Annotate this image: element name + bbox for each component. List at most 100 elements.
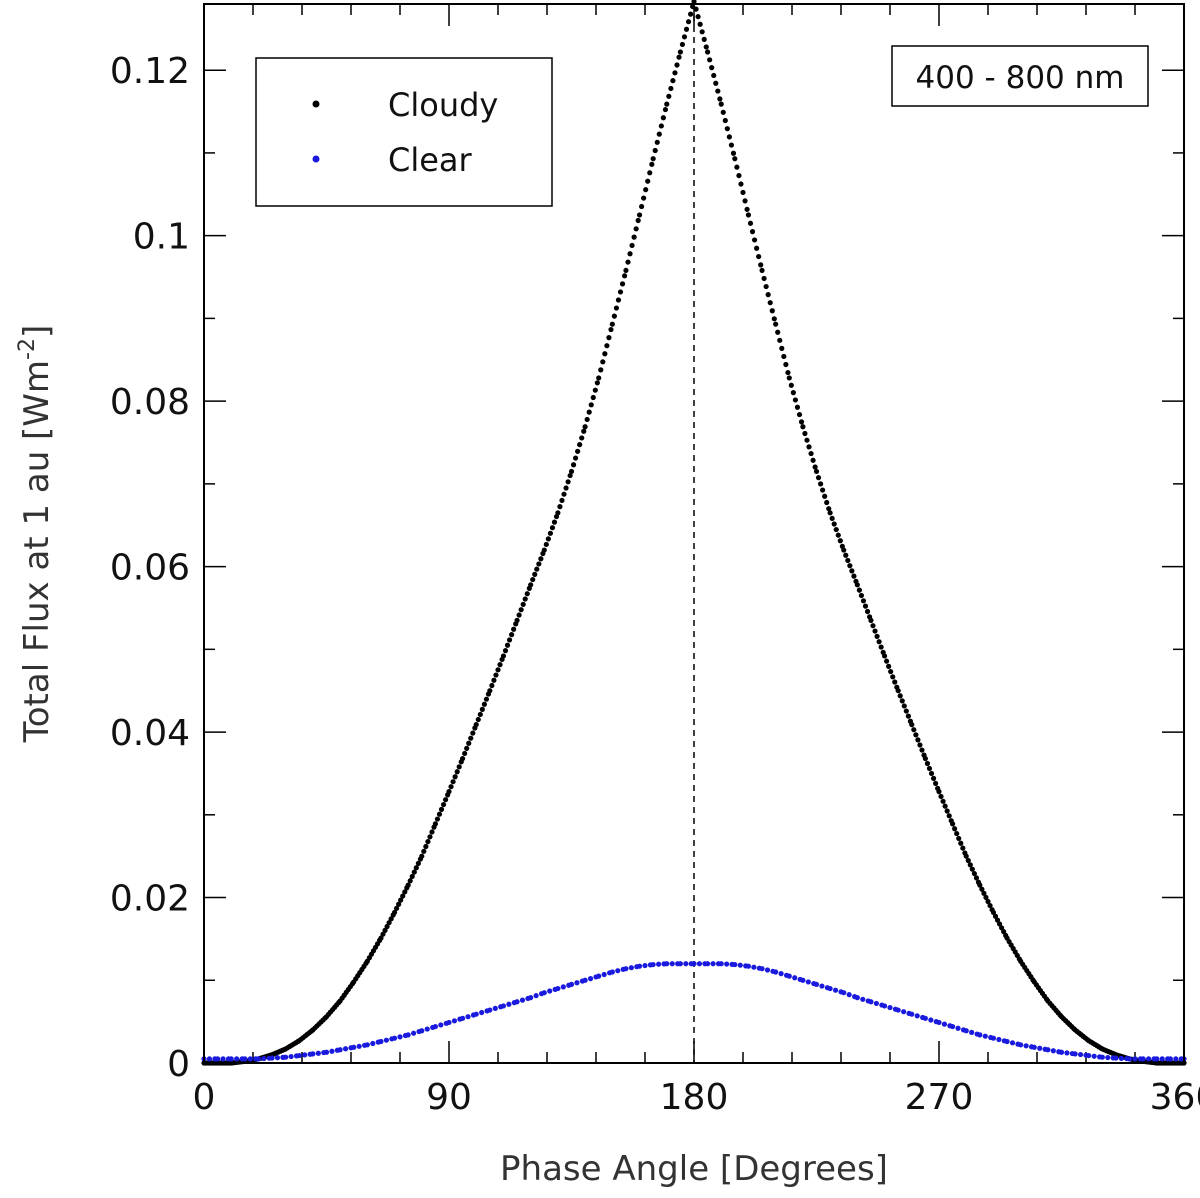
- data-point-clear: [819, 983, 825, 989]
- x-tick-label: 90: [426, 1077, 472, 1118]
- data-point-clear: [664, 961, 670, 967]
- data-points: [201, 0, 1187, 1066]
- data-point-cloudy: [926, 765, 933, 772]
- data-point-clear: [473, 1011, 479, 1017]
- data-point-cloudy: [758, 262, 764, 268]
- data-point-cloudy: [924, 760, 931, 767]
- data-point-cloudy: [952, 826, 958, 832]
- data-point-cloudy: [495, 667, 501, 673]
- data-point-clear: [745, 963, 752, 969]
- data-point-clear: [773, 969, 779, 975]
- data-point-clear: [873, 1000, 879, 1007]
- data-point-clear: [228, 1056, 234, 1062]
- data-point-cloudy: [806, 444, 812, 450]
- data-point-clear: [846, 992, 852, 998]
- data-point-cloudy: [829, 515, 835, 522]
- data-point-cloudy: [763, 283, 769, 290]
- data-point-clear: [1091, 1053, 1097, 1059]
- data-point-clear: [732, 961, 738, 968]
- data-point-clear: [764, 967, 771, 973]
- data-point-clear: [438, 1022, 444, 1028]
- data-point-cloudy: [824, 499, 830, 506]
- data-point-cloudy: [462, 750, 468, 757]
- data-point-clear: [397, 1034, 403, 1040]
- data-point-cloudy: [870, 623, 876, 629]
- data-point-clear: [623, 966, 629, 972]
- data-point-cloudy: [609, 321, 615, 327]
- data-point-cloudy: [565, 479, 571, 485]
- data-point-clear: [1146, 1056, 1152, 1062]
- data-point-cloudy: [590, 394, 596, 401]
- data-point-cloudy: [971, 870, 977, 877]
- data-point-cloudy: [380, 931, 386, 937]
- data-point-cloudy: [876, 639, 882, 645]
- data-point-cloudy: [761, 275, 767, 282]
- data-point-cloudy: [960, 845, 966, 851]
- data-point-clear: [813, 981, 820, 988]
- data-point-clear: [1077, 1051, 1084, 1058]
- data-point-clear: [411, 1030, 417, 1036]
- data-point-cloudy: [979, 886, 985, 892]
- data-point-cloudy: [572, 455, 579, 461]
- data-point-cloudy: [899, 698, 905, 704]
- data-point-cloudy: [769, 308, 775, 314]
- data-point-cloudy: [405, 882, 411, 888]
- data-point-cloudy: [538, 556, 544, 562]
- data-point-clear: [650, 961, 656, 968]
- data-point-cloudy: [388, 916, 394, 922]
- data-point-cloudy: [398, 897, 404, 903]
- data-point-cloudy: [681, 34, 688, 40]
- data-point-clear: [405, 1032, 411, 1038]
- data-point-clear: [383, 1037, 389, 1043]
- data-point-cloudy: [656, 131, 662, 137]
- data-point-cloudy: [423, 843, 429, 850]
- data-point-cloudy: [598, 367, 604, 373]
- legend-marker-cloudy: [312, 100, 320, 108]
- data-point-cloudy: [481, 701, 487, 707]
- data-point-cloudy: [707, 57, 713, 63]
- data-point-cloudy: [742, 198, 748, 204]
- data-point-clear: [792, 975, 798, 981]
- data-point-cloudy: [815, 475, 822, 481]
- data-point-cloudy: [713, 80, 719, 86]
- data-point-clear: [669, 961, 675, 967]
- data-point-cloudy: [812, 464, 818, 470]
- data-point-cloudy: [483, 696, 490, 702]
- legend-box: [255, 57, 553, 207]
- data-point-clear: [691, 961, 697, 967]
- data-point-cloudy: [999, 925, 1005, 931]
- data-point-cloudy: [567, 472, 573, 479]
- data-point-clear: [220, 1056, 226, 1062]
- data-point-clear: [288, 1053, 294, 1060]
- data-point-cloudy: [835, 532, 841, 538]
- data-point-cloudy: [950, 821, 956, 827]
- y-tick-label: 0.1: [133, 217, 190, 258]
- data-point-cloudy: [429, 829, 435, 835]
- data-point-cloudy: [413, 865, 419, 871]
- data-point-clear: [1058, 1049, 1065, 1055]
- data-point-clear: [628, 965, 634, 971]
- data-point-cloudy: [568, 468, 575, 475]
- data-point-cloudy: [643, 187, 649, 193]
- data-point-clear: [887, 1004, 893, 1011]
- data-point-clear: [479, 1009, 485, 1016]
- data-point-cloudy: [895, 688, 901, 694]
- data-point-cloudy: [969, 866, 975, 872]
- data-point-cloudy: [749, 229, 756, 235]
- data-point-cloudy: [450, 779, 456, 785]
- data-point-clear: [1064, 1050, 1070, 1056]
- data-point-cloudy: [767, 300, 773, 306]
- data-point-cloudy: [695, 14, 701, 20]
- data-point-cloudy: [738, 181, 744, 187]
- data-point-cloudy: [963, 853, 969, 859]
- data-point-clear: [487, 1007, 493, 1013]
- data-point-cloudy: [701, 36, 707, 42]
- data-point-cloudy: [579, 435, 585, 441]
- data-point-clear: [1009, 1040, 1016, 1046]
- data-point-clear: [329, 1048, 335, 1054]
- data-point-cloudy: [489, 682, 495, 689]
- data-point-clear: [909, 1011, 915, 1017]
- x-axis-title: Phase Angle [Degrees]: [500, 1149, 888, 1189]
- data-point-clear: [274, 1055, 281, 1061]
- data-point-clear: [269, 1055, 275, 1061]
